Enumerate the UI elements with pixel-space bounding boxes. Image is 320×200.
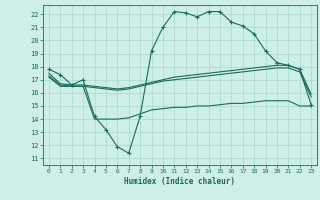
X-axis label: Humidex (Indice chaleur): Humidex (Indice chaleur) (124, 177, 236, 186)
